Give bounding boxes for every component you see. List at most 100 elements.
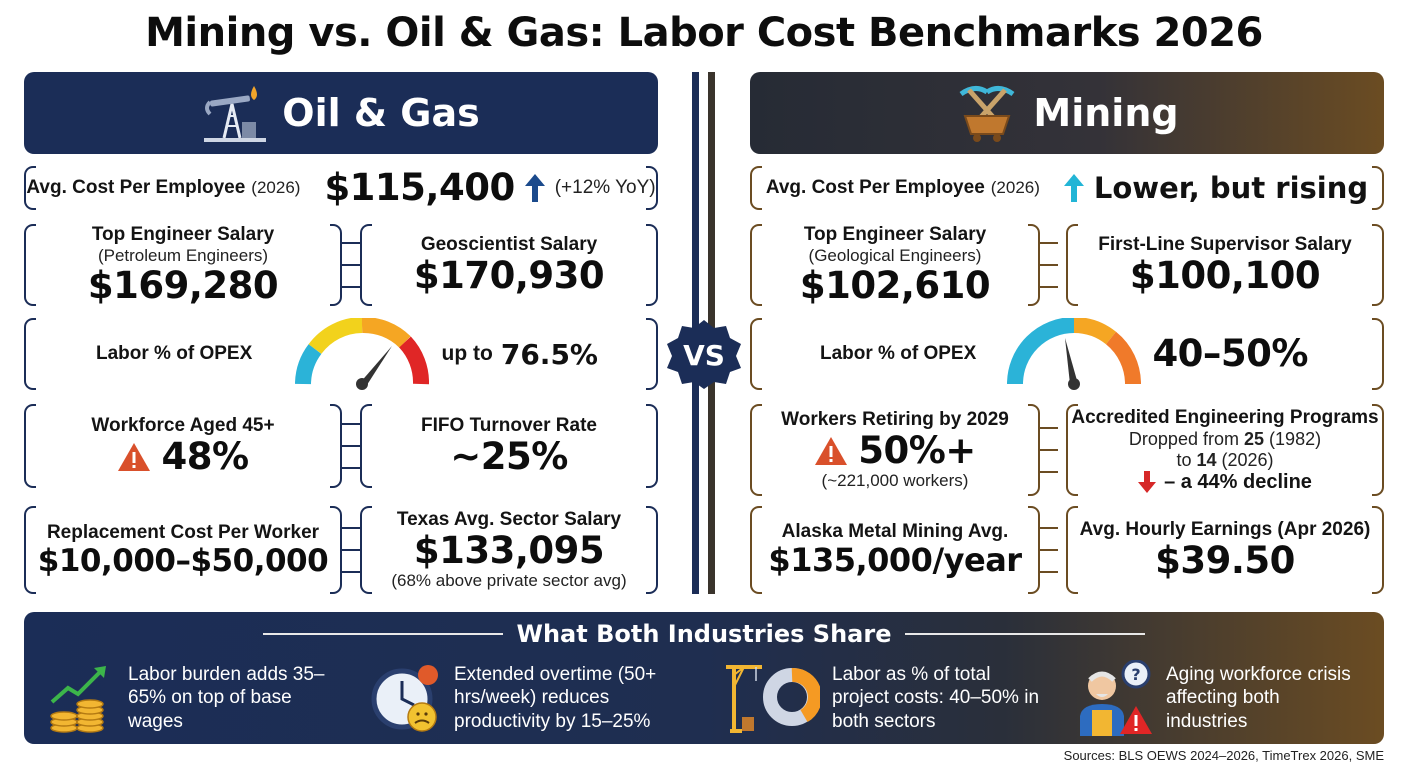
mn-labor-opex-label: Labor % of OPEX (820, 343, 977, 364)
mn-avg-cost-label: Avg. Cost Per Employee (765, 177, 985, 198)
arrow-down-icon (1138, 471, 1157, 493)
og-labor-opex-label: Labor % of OPEX (96, 343, 253, 364)
og-geoscientist-label: Geoscientist Salary (420, 233, 598, 255)
og-top-engineer-value: $169,280 (87, 263, 279, 307)
oil-gas-title: Oil & Gas (282, 91, 480, 135)
svg-text:?: ? (1131, 665, 1140, 684)
shared-title: What Both Industries Share (516, 620, 892, 648)
mn-alaska-value: $135,000/year (768, 541, 1022, 580)
og-texas-sub: (68% above private sector avg) (391, 571, 627, 591)
og-geoscientist-value: $170,930 (413, 253, 605, 297)
arrow-up-icon (1063, 174, 1084, 202)
page-title: Mining vs. Oil & Gas: Labor Cost Benchma… (145, 10, 1263, 56)
og-workforce-45-label: Workforce Aged 45+ (91, 414, 275, 436)
mn-retiring-value: 50%+ (858, 428, 976, 472)
og-connector-2 (342, 423, 360, 469)
mn-top-engineer-box: Top Engineer Salary (Geological Engineer… (750, 224, 1040, 306)
mn-avg-cost-year: (2026) (990, 178, 1040, 197)
og-fifo-box: FIFO Turnover Rate ~25% (360, 404, 658, 488)
mn-top-engineer-value: $102,610 (799, 263, 991, 307)
shared-band: What Both Industries Share Labor burden … (24, 612, 1384, 744)
mn-alaska-label: Alaska Metal Mining Avg. (781, 521, 1009, 543)
mn-retiring-label: Workers Retiring by 2029 (781, 408, 1009, 430)
og-replacement-value: $10,000–$50,000 (37, 542, 329, 579)
og-labor-opex-box: Labor % of OPEX up to 76.5% (24, 318, 658, 390)
vs-badge: VS (667, 320, 741, 389)
mn-programs-decline: – a 44% decline (1164, 470, 1312, 493)
clock-stress-icon (371, 665, 438, 732)
mn-connector-3 (1040, 527, 1058, 573)
mining-title: Mining (1033, 91, 1179, 135)
mn-supervisor-box: First-Line Supervisor Salary $100,100 (1066, 224, 1384, 306)
og-replacement-box: Replacement Cost Per Worker $10,000–$50,… (24, 506, 342, 594)
shared-item-text: Labor burden adds 35–65% on top of base … (128, 664, 325, 732)
og-avg-cost-change: (+12% YoY) (554, 177, 656, 198)
og-labor-opex-value: 76.5% (500, 337, 598, 371)
shared-item-text: Labor as % of total project costs: 40–50… (832, 664, 1040, 732)
mn-avg-cost-box: Avg. Cost Per Employee (2026) Lower, but… (750, 166, 1384, 210)
og-avg-cost-value: $115,400 (324, 165, 515, 209)
mn-labor-opex-value: 40–50% (1152, 331, 1308, 375)
mn-hourly-value: $39.50 (1155, 538, 1295, 582)
og-connector-3 (342, 527, 360, 573)
mn-labor-opex-box: Labor % of OPEX 40–50% (750, 318, 1384, 390)
vs-text: VS (683, 339, 725, 372)
og-opex-gauge (294, 318, 429, 390)
og-labor-opex-prefix: up to (441, 342, 493, 365)
mn-top-engineer-sub: (Geological Engineers) (808, 245, 982, 265)
og-workforce-45-value: 48% (161, 434, 249, 478)
mn-top-engineer-label: Top Engineer Salary (803, 223, 987, 245)
mn-programs-line2: to 14 (2026) (1176, 450, 1273, 471)
mn-programs-line2-year: (2026) (1221, 449, 1274, 470)
mn-retiring-sub: (~221,000 workers) (821, 471, 969, 491)
shared-title-row: What Both Industries Share (24, 620, 1384, 648)
mn-hourly-box: Avg. Hourly Earnings (Apr 2026) $39.50 (1066, 506, 1384, 594)
shared-item-aging-workforce: ? Aging workforce crisis affecting both … (1074, 658, 1356, 738)
shared-item-project-costs: Labor as % of total project costs: 40–50… (722, 658, 1042, 738)
shared-item-overtime: Extended overtime (50+ hrs/week) reduces… (370, 658, 674, 738)
warning-icon (815, 437, 848, 465)
og-top-engineer-sub: (Petroleum Engineers) (97, 245, 269, 265)
coins-growth-icon (50, 666, 106, 733)
mn-hourly-label: Avg. Hourly Earnings (Apr 2026) (1079, 518, 1371, 540)
og-workforce-45-box: Workforce Aged 45+ 48% (24, 404, 342, 488)
og-avg-cost-box: Avg. Cost Per Employee (2026) $115,400 (… (24, 166, 658, 210)
mn-programs-label: Accredited Engineering Programs (1071, 406, 1379, 428)
og-top-engineer-label: Top Engineer Salary (91, 223, 275, 245)
elderly-worker-icon: ? (1080, 660, 1152, 736)
shared-item-text: Extended overtime (50+ hrs/week) reduces… (454, 664, 657, 732)
mn-supervisor-value: $100,100 (1129, 253, 1321, 297)
og-fifo-label: FIFO Turnover Rate (421, 414, 597, 436)
mn-retiring-box: Workers Retiring by 2029 50%+ (~221,000 … (750, 404, 1040, 496)
mn-programs-line1: Dropped from 25 (1982) (1129, 429, 1321, 450)
og-avg-cost-label: Avg. Cost Per Employee (26, 177, 246, 198)
mn-programs-line2-pre: to (1176, 449, 1192, 470)
mn-programs-line1-pre: Dropped from (1128, 428, 1239, 449)
mn-programs-line2-num: 14 (1196, 449, 1217, 470)
mn-alaska-box: Alaska Metal Mining Avg. $135,000/year (750, 506, 1040, 594)
shared-title-rule-left (262, 633, 503, 635)
mn-supervisor-label: First-Line Supervisor Salary (1098, 233, 1352, 255)
og-geoscientist-box: Geoscientist Salary $170,930 (360, 224, 658, 306)
og-avg-cost-year: (2026) (251, 178, 301, 197)
crane-donut-icon (726, 665, 820, 733)
og-fifo-value: ~25% (450, 434, 568, 478)
og-connector-1 (342, 242, 360, 288)
shared-title-rule-right (905, 633, 1146, 635)
shared-item-labor-burden: Labor burden adds 35–65% on top of base … (48, 658, 338, 738)
oil-gas-header: Oil & Gas (24, 72, 658, 154)
mn-programs-line1-year: (1982) (1269, 428, 1322, 449)
og-replacement-label: Replacement Cost Per Worker (46, 521, 320, 543)
og-texas-value: $133,095 (413, 528, 605, 572)
mn-connector-1 (1040, 242, 1058, 288)
sources-note: Sources: BLS OEWS 2024–2026, TimeTrex 20… (1063, 748, 1384, 763)
mn-programs-box: Accredited Engineering Programs Dropped … (1066, 404, 1384, 496)
warning-icon (118, 443, 151, 471)
mining-header: Mining (750, 72, 1384, 154)
mn-connector-2 (1040, 427, 1058, 473)
oil-pumpjack-icon (204, 86, 267, 142)
og-texas-box: Texas Avg. Sector Salary $133,095 (68% a… (360, 506, 658, 594)
arrow-up-icon (524, 174, 545, 202)
shared-item-text: Aging workforce crisis affecting both in… (1166, 664, 1351, 732)
mn-opex-gauge (1007, 318, 1142, 390)
